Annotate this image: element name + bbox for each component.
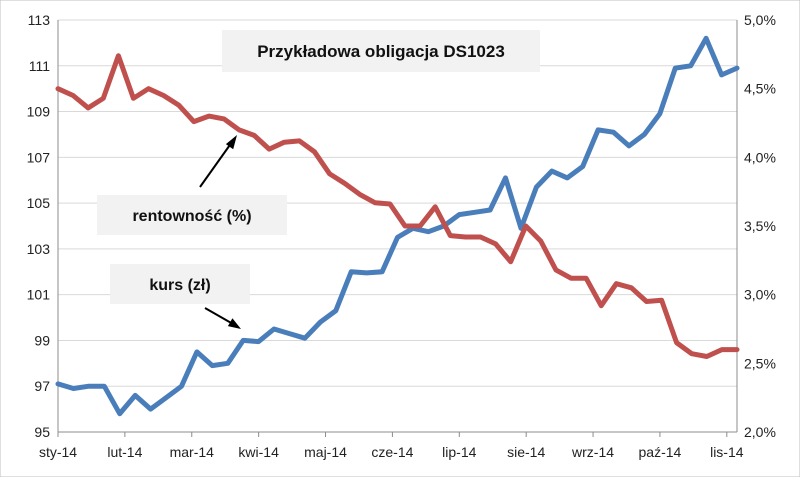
annotation-kurs-arrow (204, 307, 234, 325)
annotation-rentownosc-arrowhead (225, 135, 237, 150)
x-tick-label: paź-14 (639, 444, 682, 460)
annotation-kurs-text: kurs (zł) (149, 277, 210, 294)
annotation-rentownosc-text: rentowność (%) (132, 208, 251, 225)
x-tick-label: cze-14 (371, 444, 413, 460)
x-tick-label: mar-14 (170, 444, 215, 460)
right-y-tick-label: 2,5% (744, 355, 776, 371)
left-y-tick-label: 95 (34, 424, 50, 440)
annotation-kurs-box (110, 264, 250, 304)
x-tick-label: sty-14 (39, 444, 77, 460)
right-y-tick-label: 3,0% (744, 287, 776, 303)
x-tick-label: wrz-14 (571, 444, 614, 460)
annotation-kurs: kurs (zł) (110, 264, 250, 329)
left-y-tick-label: 97 (34, 378, 50, 394)
annotation-rentownosc-arrow (199, 141, 233, 188)
title-text: Przykładowa obligacja DS1023 (257, 42, 505, 61)
x-tick-label: maj-14 (304, 444, 347, 460)
left-y-tick-label: 101 (27, 287, 51, 303)
left-y-tick-label: 111 (29, 58, 50, 74)
x-tick-label: lis-14 (710, 444, 744, 460)
left-y-tick-label: 109 (27, 104, 51, 120)
x-tick-label: lut-14 (107, 444, 142, 460)
right-y-tick-label: 4,5% (744, 81, 776, 97)
left-y-tick-label: 113 (28, 12, 51, 28)
right-y-tick-label: 5,0% (744, 12, 776, 28)
annotation-rentownosc: rentowność (%) (97, 135, 287, 235)
left-y-tick-label: 99 (34, 332, 50, 348)
series-line-kurs (55, 35, 740, 417)
annotation-rentownosc-box (97, 195, 287, 235)
title-box (222, 30, 540, 72)
right-y-tick-label: 3,5% (744, 218, 776, 234)
series-lines (55, 35, 740, 417)
x-tick-label: kwi-14 (238, 444, 279, 460)
gridlines (57, 19, 738, 433)
series-line-rentownosc (55, 53, 740, 359)
x-axis-tick-labels: sty-14 lut-14 mar-14 kwi-14 maj-14 cze-14 lip-… (39, 432, 744, 460)
left-y-tick-label: 105 (27, 195, 51, 211)
x-tick-label: sie-14 (507, 444, 545, 460)
left-y-tick-label: 107 (27, 149, 51, 165)
left-y-tick-label: 103 (27, 241, 51, 257)
right-y-tick-label: 2,0% (744, 424, 776, 440)
x-tick-label: lip-14 (442, 444, 476, 460)
right-y-axis-tick-labels: 2,0% 2,5% 3,0% 3,5% 4,0% 4,5% 5,0% (744, 12, 776, 440)
chart-title: Przykładowa obligacja DS1023 (222, 30, 540, 72)
annotation-kurs-arrowhead (227, 318, 241, 329)
right-y-tick-label: 4,0% (744, 149, 776, 165)
left-y-axis-tick-labels: 95 97 99 101 103 105 107 109 111 113 (27, 12, 51, 440)
